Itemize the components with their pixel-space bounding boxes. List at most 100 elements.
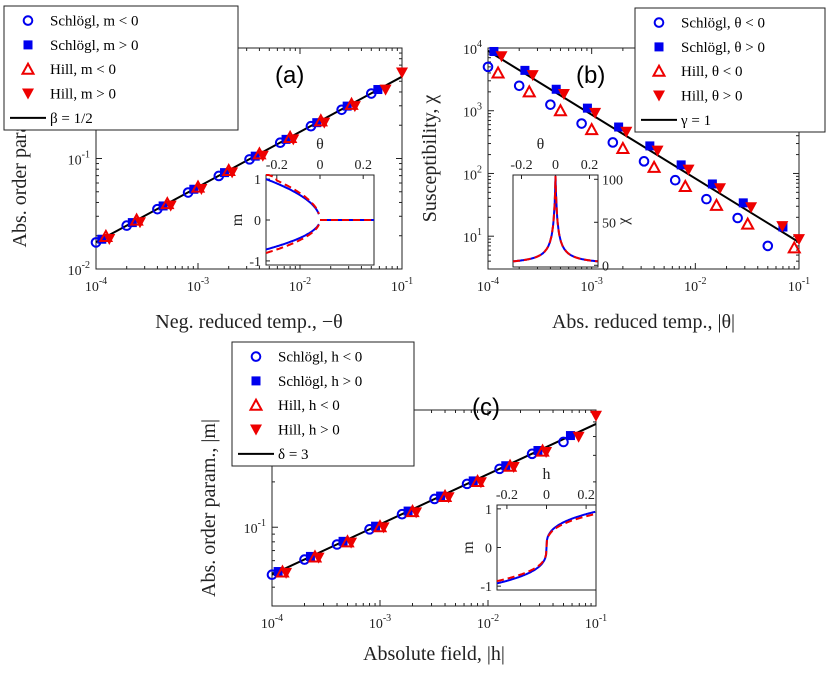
inset-y-tick-label: 1 <box>485 503 492 518</box>
y-axis-label: Susceptibility, χ <box>419 95 441 223</box>
inset-x-tick-label: 0 <box>317 158 324 173</box>
data-point <box>701 193 712 205</box>
legend-marker <box>653 90 665 102</box>
inset-y-tick-label: 0 <box>485 542 492 557</box>
data-point <box>557 88 570 100</box>
inset-y-label: m <box>229 213 246 226</box>
panel-label: (b) <box>576 62 605 89</box>
legend-marker <box>250 351 262 362</box>
y-tick-label-base: 10 <box>463 231 477 246</box>
legend: Schlögl, m < 0 Schlögl, m > 0 Hill, m < 0 H… <box>3 5 239 131</box>
data-point <box>482 61 494 73</box>
y-tick-label: 103 <box>463 102 482 121</box>
data-point <box>273 567 283 577</box>
data-point <box>436 491 446 501</box>
legend-box <box>231 341 415 467</box>
data-point <box>646 159 662 173</box>
x-tick-label-exp: -3 <box>383 613 391 624</box>
inset-hill-curve <box>496 513 596 583</box>
y-tick-label-exp: 2 <box>477 164 482 175</box>
legend-marker <box>251 376 261 386</box>
data-point <box>776 221 789 233</box>
x-axis-label: Absolute field, |h| <box>363 643 505 665</box>
data-point <box>305 551 315 561</box>
data-point <box>793 234 805 246</box>
legend-label: Schlögl, h > 0 <box>278 374 362 390</box>
legend-marker <box>248 397 264 411</box>
data-point <box>318 117 331 129</box>
x-axis-label: Abs. reduced temp., |θ| <box>552 311 735 333</box>
data-point <box>379 84 392 96</box>
inset-y-tick-label: 50 <box>602 216 616 231</box>
data-point <box>584 122 599 136</box>
y-tick-label-exp: -1 <box>258 518 266 529</box>
legend-marker <box>22 88 34 100</box>
inset-x-label: θ <box>537 136 545 153</box>
legend-marker <box>22 15 34 26</box>
legend: Schlögl, θ < 0 Schlögl, θ > 0 Hill, θ < 0 H… <box>634 7 826 133</box>
data-point <box>287 134 300 146</box>
x-tick-label-base: 10 <box>369 617 383 632</box>
inset-x-tick-label: 0 <box>552 158 559 173</box>
data-point <box>396 67 408 79</box>
x-tick-label-exp: -1 <box>802 276 810 287</box>
data-point <box>787 240 802 254</box>
x-tick-label: 10-4 <box>477 276 499 295</box>
legend-label: Hill, m > 0 <box>50 87 116 103</box>
x-tick-label: 10-4 <box>261 613 283 632</box>
inset-x-tick-label: 0.2 <box>581 158 599 173</box>
legend-box <box>634 7 826 133</box>
inset-y-tick-label: -1 <box>249 255 261 270</box>
data-point <box>468 476 478 486</box>
y-tick-label-base: 10 <box>68 154 82 169</box>
data-point <box>576 118 587 129</box>
inset-y-label: χ <box>615 217 632 226</box>
y-tick-label-exp: 4 <box>477 39 482 50</box>
inset-x-label: θ <box>316 136 324 153</box>
data-point <box>442 492 455 504</box>
y-tick-label-base: 10 <box>463 168 477 183</box>
data-point <box>226 167 239 179</box>
y-tick-label-base: 10 <box>463 106 477 121</box>
data-point <box>669 174 681 186</box>
y-tick-label-exp: -1 <box>82 150 90 161</box>
data-point <box>589 107 602 119</box>
x-tick-label-exp: -4 <box>275 613 283 624</box>
legend-label: Hill, h < 0 <box>278 398 340 414</box>
x-tick-label-exp: -2 <box>303 276 311 287</box>
x-tick-label-base: 10 <box>477 280 491 295</box>
x-tick-label-base: 10 <box>788 280 802 295</box>
data-point <box>520 65 530 75</box>
x-tick-label: 10-3 <box>369 613 391 632</box>
data-point <box>474 477 487 489</box>
inset-y-label: m <box>460 541 477 554</box>
data-point <box>707 179 717 189</box>
data-point <box>345 537 358 549</box>
data-point <box>638 156 650 167</box>
x-tick-label-exp: -3 <box>201 276 209 287</box>
x-tick-label-base: 10 <box>261 617 275 632</box>
y-tick-label: 101 <box>463 227 482 246</box>
legend-label: Hill, m < 0 <box>50 62 116 78</box>
data-point <box>195 183 208 195</box>
legend-marker <box>23 40 33 50</box>
data-point <box>582 103 592 113</box>
x-tick-label-base: 10 <box>187 280 201 295</box>
data-point <box>745 202 758 214</box>
y-tick-label: 102 <box>463 164 482 183</box>
data-point <box>410 507 423 519</box>
x-tick-label-base: 10 <box>580 280 594 295</box>
series-square <box>273 431 575 577</box>
data-point <box>495 51 508 63</box>
x-tick-label-base: 10 <box>85 280 99 295</box>
data-point <box>371 521 381 531</box>
x-tick-label: 10-1 <box>391 276 413 295</box>
legend-marker <box>651 63 667 77</box>
data-point <box>682 164 695 176</box>
inset-x-tick-label: 0.2 <box>354 158 372 173</box>
data-point <box>732 212 743 224</box>
